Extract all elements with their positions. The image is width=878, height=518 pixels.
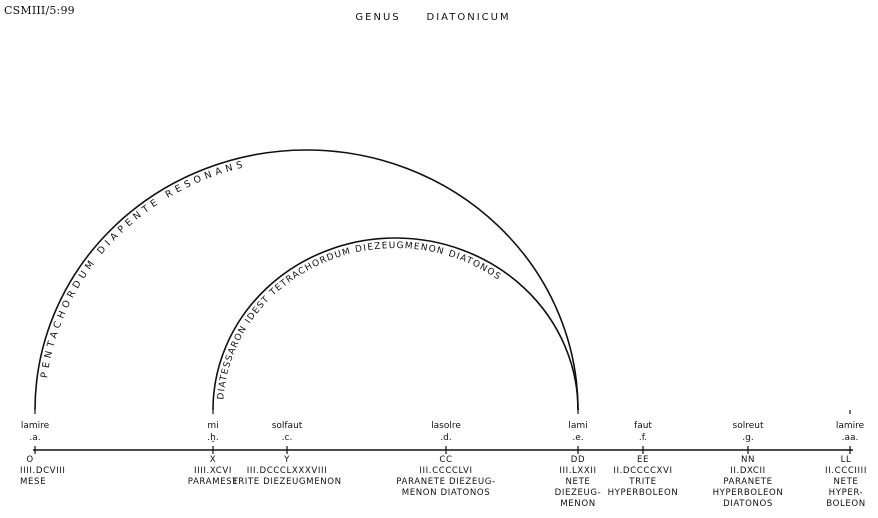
solmization-name: solreut	[733, 421, 764, 431]
note-description: TRITE	[628, 477, 656, 487]
note-number: II.CCCIIII	[825, 466, 867, 476]
solmization-name: lamire	[21, 421, 50, 431]
arc-label-diapason: DIAPASON, DUPLA PROPORTIO	[0, 2, 6, 13]
note-number: III.DCCCLXXXVIII	[247, 466, 328, 476]
note-description: TRITE DIEZEUGMENON	[231, 477, 341, 487]
note-letter: .aa.	[842, 433, 859, 443]
note-code: LL	[841, 455, 852, 465]
note-description: MENON	[560, 499, 595, 509]
note-code: CC	[439, 455, 452, 465]
note-description: DIATONOS	[723, 499, 773, 509]
note-description: BOLEON	[826, 499, 866, 509]
note-description: MENON DIATONOS	[402, 488, 491, 498]
solmization-name: lasolre	[431, 421, 461, 431]
note-code: DD	[571, 455, 585, 465]
note-number: IIII.XCVI	[194, 466, 232, 476]
note-code: X	[210, 455, 217, 465]
note-letter: .a.	[29, 433, 40, 443]
reference-label: CSMIII/5:99	[4, 4, 75, 17]
solmization-name: lami	[568, 421, 587, 431]
arc-tetra-diezeug	[212, 237, 579, 411]
note-code: Y	[283, 455, 290, 465]
arc-label-diapente: PENTACHORDUM DIAPENTE RESONANS	[39, 159, 248, 379]
note-letter: .e.	[572, 433, 583, 443]
note-number: III.CCCCLVI	[419, 466, 472, 476]
note-description: DIEZEUG-	[555, 488, 602, 498]
note-number: II.DCCCCXVI	[613, 466, 672, 476]
arcs-layer: DIAPASON, DUPLA PROPORTIO PENTACHORDUM DI…	[0, 2, 851, 414]
note-description: NETE	[566, 477, 591, 487]
diagram-title: GENUS DIATONICUM	[355, 12, 510, 23]
solmization-name: faut	[634, 421, 652, 431]
arc-label-tetra-hyperb: TETRACHORDUM HYPERBOLEON DIATONOS DIATES…	[0, 3, 5, 13]
arc-label-tetra-diezeug: DIATESSARON IDEST TETRACHORDUM DIEZEUGME…	[216, 241, 503, 400]
note-description: PARAMESE	[188, 477, 239, 487]
solmization-name: mi	[207, 421, 218, 431]
note-letter: .d.	[440, 433, 451, 443]
note-letter: .f.	[639, 433, 647, 443]
note-description: MESE	[20, 477, 46, 487]
note-letter: .g.	[742, 433, 753, 443]
note-number: III.LXXII	[559, 466, 596, 476]
note-description: HYPER-	[829, 488, 864, 498]
solmization-name: solfaut	[272, 421, 303, 431]
note-number: II.DXCII	[730, 466, 766, 476]
note-description: PARANETE DIEZEUG-	[396, 477, 495, 487]
note-description: PARANETE	[723, 477, 772, 487]
note-description: HYPERBOLEON	[713, 488, 784, 498]
note-description: NETE	[834, 477, 859, 487]
note-code: NN	[741, 455, 755, 465]
note-column: solreut .g. NNII.DXCIIPARANETEHYPERBOLEOND…	[713, 421, 784, 509]
note-description: HYPERBOLEON	[608, 488, 679, 498]
note-code: EE	[637, 455, 649, 465]
note-letter: .c.	[282, 433, 293, 443]
note-number: IIII.DCVIII	[20, 466, 66, 476]
note-code: O	[26, 455, 33, 465]
note-letter: .ḫ.	[207, 433, 218, 443]
solmization-name: lamire	[836, 421, 865, 431]
arc-diapente	[34, 149, 579, 411]
